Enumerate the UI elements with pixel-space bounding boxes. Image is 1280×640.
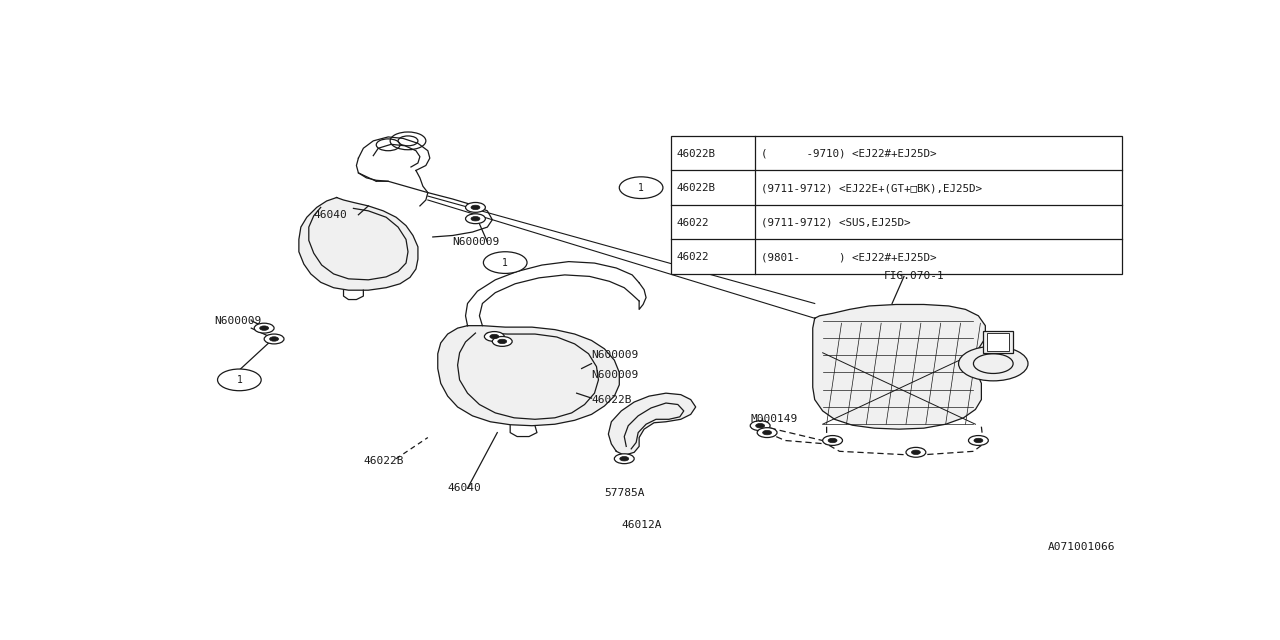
Circle shape [466, 202, 485, 212]
Circle shape [906, 447, 925, 457]
Bar [983, 331, 1014, 353]
Circle shape [260, 326, 269, 330]
Text: (9801-      ) <EJ22#+EJ25D>: (9801- ) <EJ22#+EJ25D> [762, 252, 937, 262]
Circle shape [264, 334, 284, 344]
Text: 46022: 46022 [677, 252, 709, 262]
Text: 46022B: 46022B [677, 184, 716, 193]
Circle shape [490, 334, 499, 339]
Text: 1: 1 [502, 257, 508, 268]
Circle shape [750, 420, 771, 431]
Text: (9711-9712) <SUS,EJ25D>: (9711-9712) <SUS,EJ25D> [762, 218, 910, 228]
Text: (9711-9712) <EJ22E+(GT+□BK),EJ25D>: (9711-9712) <EJ22E+(GT+□BK),EJ25D> [762, 184, 982, 193]
Text: M000149: M000149 [750, 414, 797, 424]
Circle shape [471, 216, 480, 221]
Circle shape [959, 346, 1028, 381]
Text: N600009: N600009 [453, 237, 500, 247]
Text: FIG.070-1: FIG.070-1 [884, 271, 945, 282]
Text: 57785A: 57785A [604, 488, 645, 498]
Circle shape [484, 332, 504, 341]
Text: N600009: N600009 [215, 316, 262, 326]
Text: 46012A: 46012A [621, 520, 662, 531]
Circle shape [911, 450, 920, 454]
Bar [987, 333, 1009, 351]
Circle shape [270, 337, 279, 341]
Circle shape [969, 436, 988, 445]
Polygon shape [300, 198, 417, 290]
Circle shape [763, 430, 772, 435]
Circle shape [255, 323, 274, 333]
Text: 46040: 46040 [314, 210, 347, 220]
Circle shape [614, 454, 634, 463]
Circle shape [471, 205, 480, 210]
Circle shape [828, 438, 837, 443]
Circle shape [620, 456, 628, 461]
Circle shape [620, 177, 663, 198]
Circle shape [823, 436, 842, 445]
Circle shape [758, 428, 777, 438]
Polygon shape [608, 393, 696, 455]
Text: 46022B: 46022B [591, 395, 632, 404]
Circle shape [498, 339, 507, 344]
Text: 1: 1 [639, 182, 644, 193]
Polygon shape [813, 305, 986, 429]
Text: A071001066: A071001066 [1048, 543, 1115, 552]
Polygon shape [438, 326, 620, 426]
Circle shape [974, 438, 983, 443]
Bar [671, 136, 1123, 274]
Text: 1: 1 [237, 375, 242, 385]
Circle shape [218, 369, 261, 390]
Circle shape [466, 214, 485, 223]
Text: 46022B: 46022B [677, 149, 716, 159]
Circle shape [493, 337, 512, 346]
Circle shape [484, 252, 527, 273]
Text: N600009: N600009 [591, 370, 639, 380]
Text: 46022B: 46022B [364, 456, 404, 466]
Text: 46022: 46022 [677, 218, 709, 228]
Circle shape [755, 424, 764, 428]
Text: 46040: 46040 [448, 483, 481, 493]
Text: N600009: N600009 [591, 350, 639, 360]
Text: (      -9710) <EJ22#+EJ25D>: ( -9710) <EJ22#+EJ25D> [762, 149, 937, 159]
